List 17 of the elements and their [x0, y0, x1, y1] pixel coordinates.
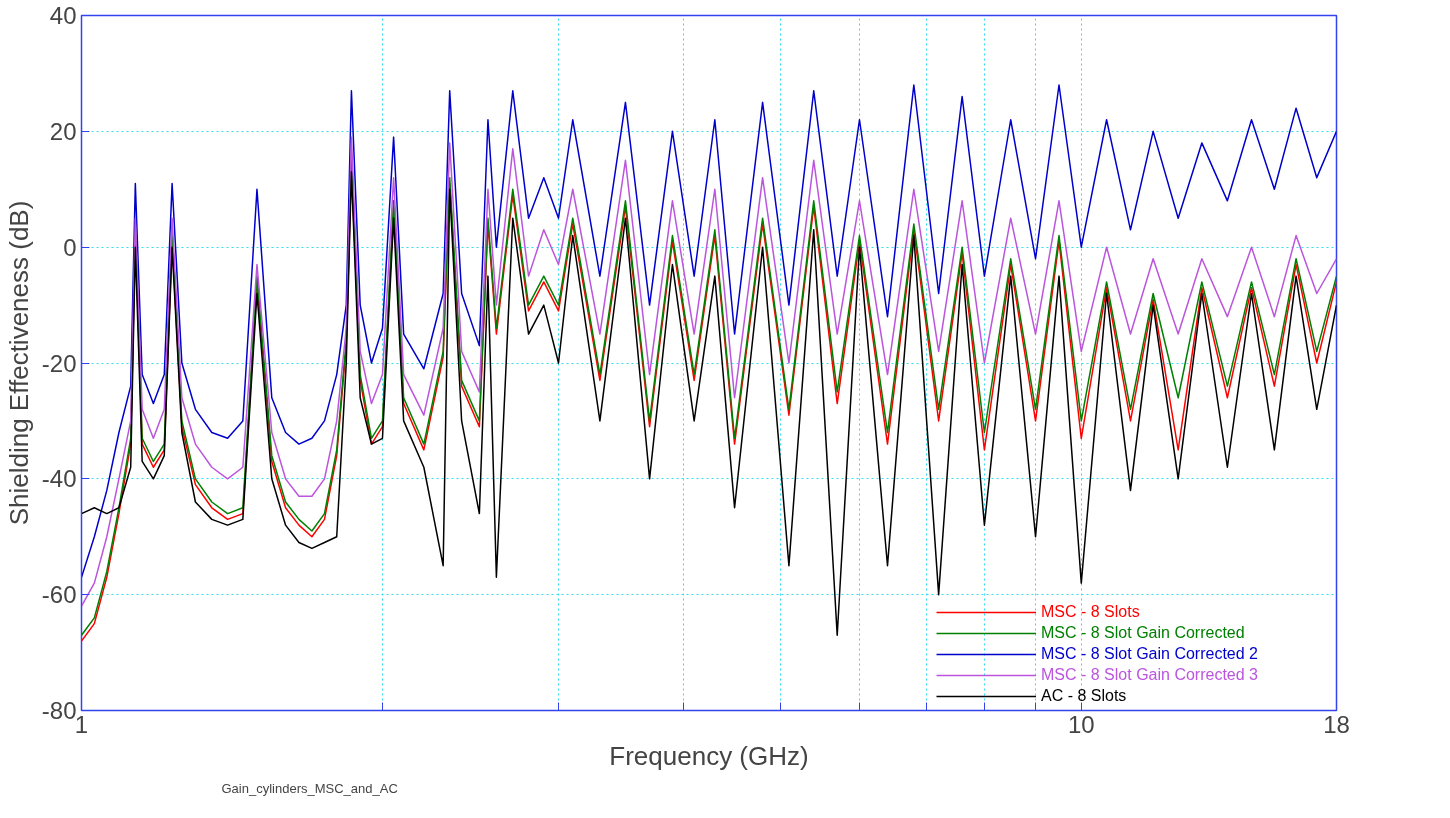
y-tick-label: -80 — [41, 697, 77, 724]
y-tick-label: 20 — [49, 117, 77, 145]
y-tick-label: -60 — [41, 581, 77, 609]
text: AC - 8 Slots — [1041, 687, 1127, 705]
x-tick-label: 10 — [1067, 710, 1095, 738]
y-tick-label: 0 — [63, 233, 77, 261]
y-tick-label: 40 — [49, 2, 77, 29]
y-tick-label: -20 — [41, 349, 77, 377]
text: Gain_cylinders_MSC_and_AC — [221, 780, 398, 796]
text: MSC - 8 Slot Gain Corrected 3 — [1041, 666, 1258, 684]
x-axis-title: Frequency (GHz) — [609, 740, 809, 771]
y-axis-title: Shielding Effectiveness (dB) — [3, 200, 34, 526]
x-tick-label: 18 — [1323, 710, 1350, 738]
text: MSC - 8 Slot Gain Corrected — [1041, 624, 1245, 642]
text: MSC - 8 Slot Gain Corrected 2 — [1041, 645, 1258, 663]
y-tick-label: -40 — [41, 465, 77, 493]
text: MSC - 8 Slots — [1041, 603, 1140, 621]
